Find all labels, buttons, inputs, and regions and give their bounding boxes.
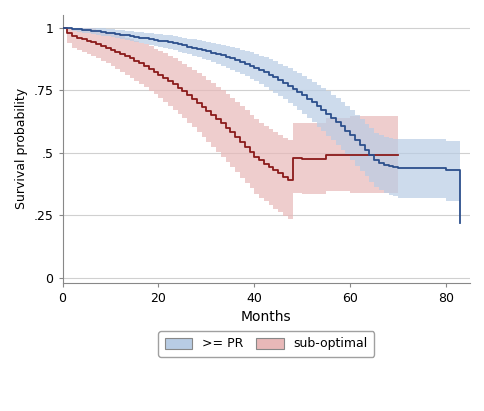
Legend: >= PR, sub-optimal: >= PR, sub-optimal [158, 331, 373, 357]
X-axis label: Months: Months [241, 310, 291, 324]
Y-axis label: Survival probability: Survival probability [15, 88, 28, 209]
